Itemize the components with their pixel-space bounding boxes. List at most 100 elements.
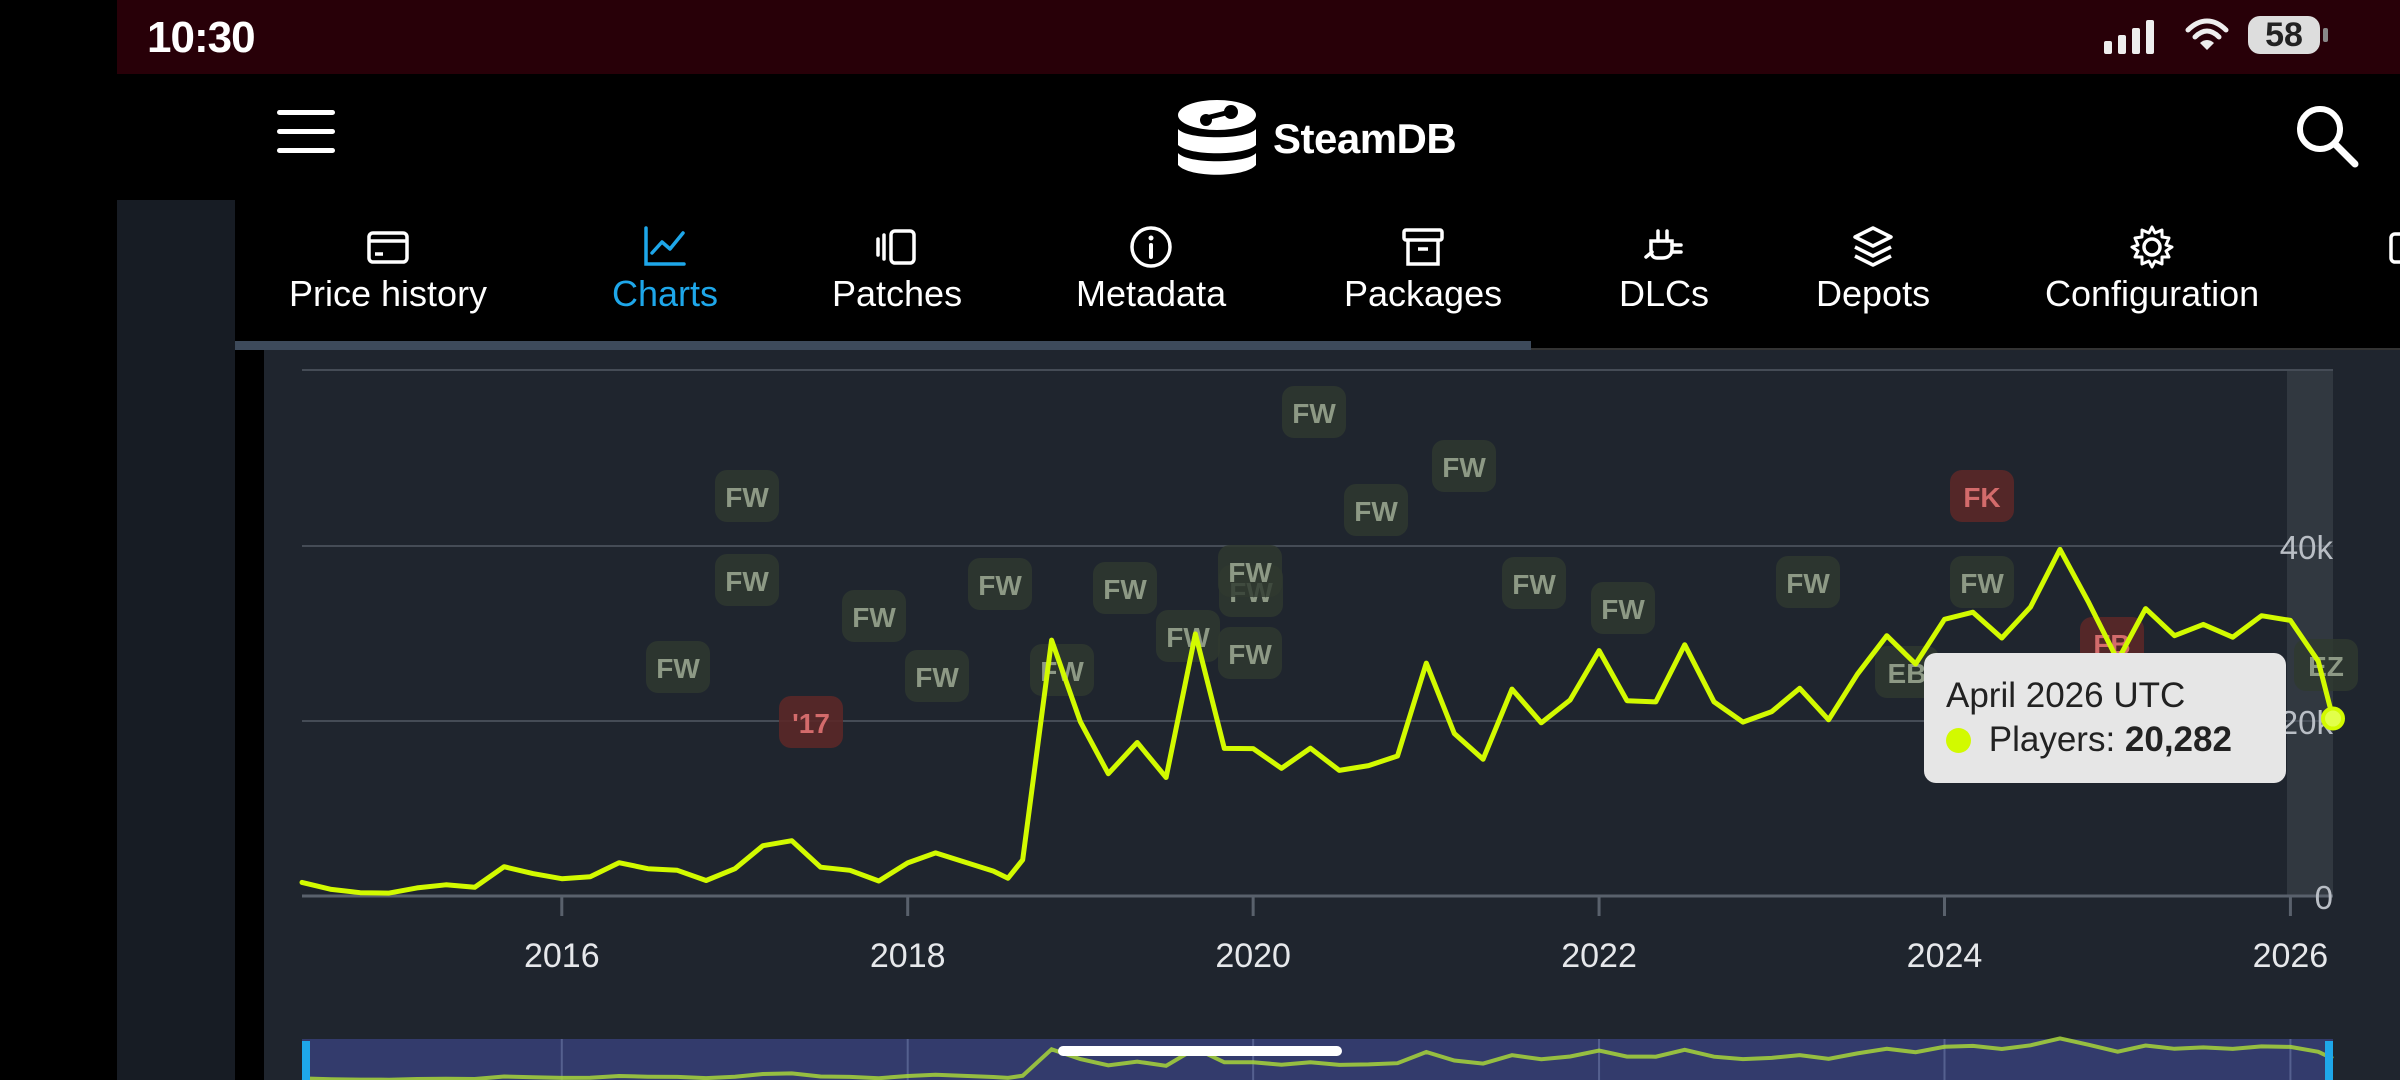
tab-label: Depots bbox=[1816, 273, 1931, 314]
tab-charts[interactable]: Charts bbox=[612, 224, 718, 315]
tab-metadata[interactable]: Metadata bbox=[1076, 224, 1226, 315]
tab-label: Packages bbox=[1344, 273, 1503, 314]
event-flag-label: FW bbox=[915, 662, 959, 693]
event-flag[interactable]: FW bbox=[1776, 556, 1840, 608]
navigator-track[interactable] bbox=[302, 1039, 2333, 1080]
brand[interactable]: SteamDB bbox=[1175, 98, 1457, 180]
x-tick-label: 2016 bbox=[524, 937, 600, 975]
status-time: 10:30 bbox=[147, 13, 256, 62]
navigator-handle-right[interactable] bbox=[2325, 1041, 2333, 1080]
event-flag[interactable]: FW bbox=[715, 554, 779, 606]
event-flag-bg bbox=[1282, 386, 1346, 438]
status-icons: 58 bbox=[2104, 16, 2328, 54]
event-flag-bg bbox=[905, 650, 969, 702]
event-flag[interactable]: FW bbox=[1950, 556, 2014, 608]
event-flag-label: FW bbox=[1228, 557, 1272, 588]
y-tick-label: 40k bbox=[2280, 529, 2334, 566]
event-flag[interactable]: FW bbox=[715, 470, 779, 522]
wallet-icon bbox=[367, 231, 409, 264]
event-flag-bg bbox=[1218, 545, 1282, 597]
wifi-icon bbox=[2185, 18, 2229, 50]
event-flag-label: EB bbox=[1888, 658, 1927, 689]
event-flag-label: FW bbox=[1442, 452, 1486, 483]
tab-label: DLCs bbox=[1619, 273, 1710, 314]
event-flag-bg bbox=[1950, 470, 2014, 522]
event-flag-label: FK bbox=[1963, 482, 2000, 513]
event-flag-bg bbox=[842, 590, 906, 642]
tab-patches[interactable]: Patches bbox=[832, 224, 962, 315]
event-flag-label: FW bbox=[1786, 568, 1830, 599]
players-hover-point[interactable] bbox=[2321, 706, 2345, 731]
tab-bar: Price history Charts Patches Metadata Pa… bbox=[235, 199, 2400, 350]
navigator-series-line bbox=[301, 1036, 2334, 1080]
tab-label: Price history bbox=[289, 273, 488, 314]
chart-shade-band bbox=[2287, 370, 2333, 896]
x-tick-label: 2024 bbox=[1907, 937, 1983, 975]
layers-icon bbox=[1853, 226, 1893, 267]
tooltip-value: 20,282 bbox=[2124, 720, 2232, 759]
x-tick-label: 2026 bbox=[2253, 937, 2329, 975]
event-flag-bg bbox=[1950, 556, 2014, 608]
steamdb-logo-icon bbox=[1178, 100, 1256, 175]
tab-configuration[interactable]: Configuration bbox=[2045, 224, 2259, 315]
home-indicator bbox=[1058, 1046, 1342, 1056]
event-flag[interactable]: EB bbox=[1875, 646, 1939, 698]
left-panel bbox=[117, 200, 235, 1080]
patches-icon bbox=[876, 229, 916, 265]
event-flag[interactable]: FW bbox=[1344, 484, 1408, 536]
tab-packages[interactable]: Packages bbox=[1344, 224, 1502, 315]
event-flag[interactable]: FW bbox=[1432, 440, 1496, 492]
event-flag[interactable]: FW bbox=[1282, 386, 1346, 438]
event-flag[interactable]: FW bbox=[968, 558, 1032, 610]
tab-items[interactable]: It bbox=[2385, 224, 2400, 315]
event-flag-label: FW bbox=[1601, 594, 1645, 625]
event-flag[interactable]: FW bbox=[842, 590, 906, 642]
event-flag-bg bbox=[715, 554, 779, 606]
tab-price-history[interactable]: Price history bbox=[289, 224, 487, 315]
cellular-signal-icon bbox=[2104, 20, 2154, 54]
tab-label: Charts bbox=[612, 273, 719, 314]
archive-icon bbox=[1402, 228, 1444, 266]
event-flag[interactable]: FK bbox=[1950, 470, 2014, 522]
tab-depots[interactable]: Depots bbox=[1816, 224, 1930, 315]
event-flag-label: FW bbox=[1512, 569, 1556, 600]
event-flag[interactable]: '17 bbox=[779, 696, 843, 748]
x-tick-label: 2020 bbox=[1215, 937, 1291, 975]
navigator-handle-left[interactable] bbox=[302, 1041, 310, 1080]
info-circle-icon bbox=[1130, 226, 1172, 268]
line-chart-icon bbox=[644, 226, 686, 266]
event-flag-bg bbox=[646, 641, 710, 693]
tab-scroll-progress bbox=[235, 341, 1531, 350]
event-flag[interactable]: FW bbox=[1218, 627, 1282, 679]
tab-dlcs[interactable]: DLCs bbox=[1619, 224, 1709, 315]
event-flag[interactable]: FW bbox=[1502, 557, 1566, 609]
y-tick-label: 0 bbox=[2315, 879, 2333, 916]
search-icon[interactable] bbox=[2295, 104, 2359, 168]
event-flag-label: FW bbox=[1354, 496, 1398, 527]
event-flag[interactable]: FW bbox=[1591, 582, 1655, 634]
event-flag[interactable]: FW bbox=[1156, 610, 1220, 662]
tooltip-title: April 2026 UTC bbox=[1946, 676, 2186, 715]
event-flag-bg bbox=[968, 558, 1032, 610]
brand-name: SteamDB bbox=[1273, 115, 1457, 162]
items-icon bbox=[2389, 232, 2400, 264]
event-flag-label: FW bbox=[725, 482, 769, 513]
event-flag-bg bbox=[1093, 562, 1157, 614]
tooltip-row: Players: 20,282 bbox=[1946, 718, 2286, 762]
event-flag-label: FW bbox=[725, 566, 769, 597]
event-flag[interactable]: FW bbox=[905, 650, 969, 702]
gear-icon bbox=[2130, 225, 2174, 269]
event-flag[interactable]: FW bbox=[1093, 562, 1157, 614]
event-flag-label: FW bbox=[852, 602, 896, 633]
event-flag[interactable]: FW bbox=[646, 641, 710, 693]
event-flag-bg bbox=[1344, 484, 1408, 536]
x-tick-label: 2018 bbox=[870, 937, 946, 975]
event-flag[interactable]: FW bbox=[1218, 545, 1282, 597]
x-tick-label: 2022 bbox=[1561, 937, 1637, 975]
event-flag-bg bbox=[1591, 582, 1655, 634]
players-series-line[interactable] bbox=[299, 546, 2336, 896]
hamburger-menu-icon[interactable] bbox=[277, 108, 335, 156]
chart-tooltip: April 2026 UTC Players: 20,282 bbox=[1924, 653, 2286, 783]
